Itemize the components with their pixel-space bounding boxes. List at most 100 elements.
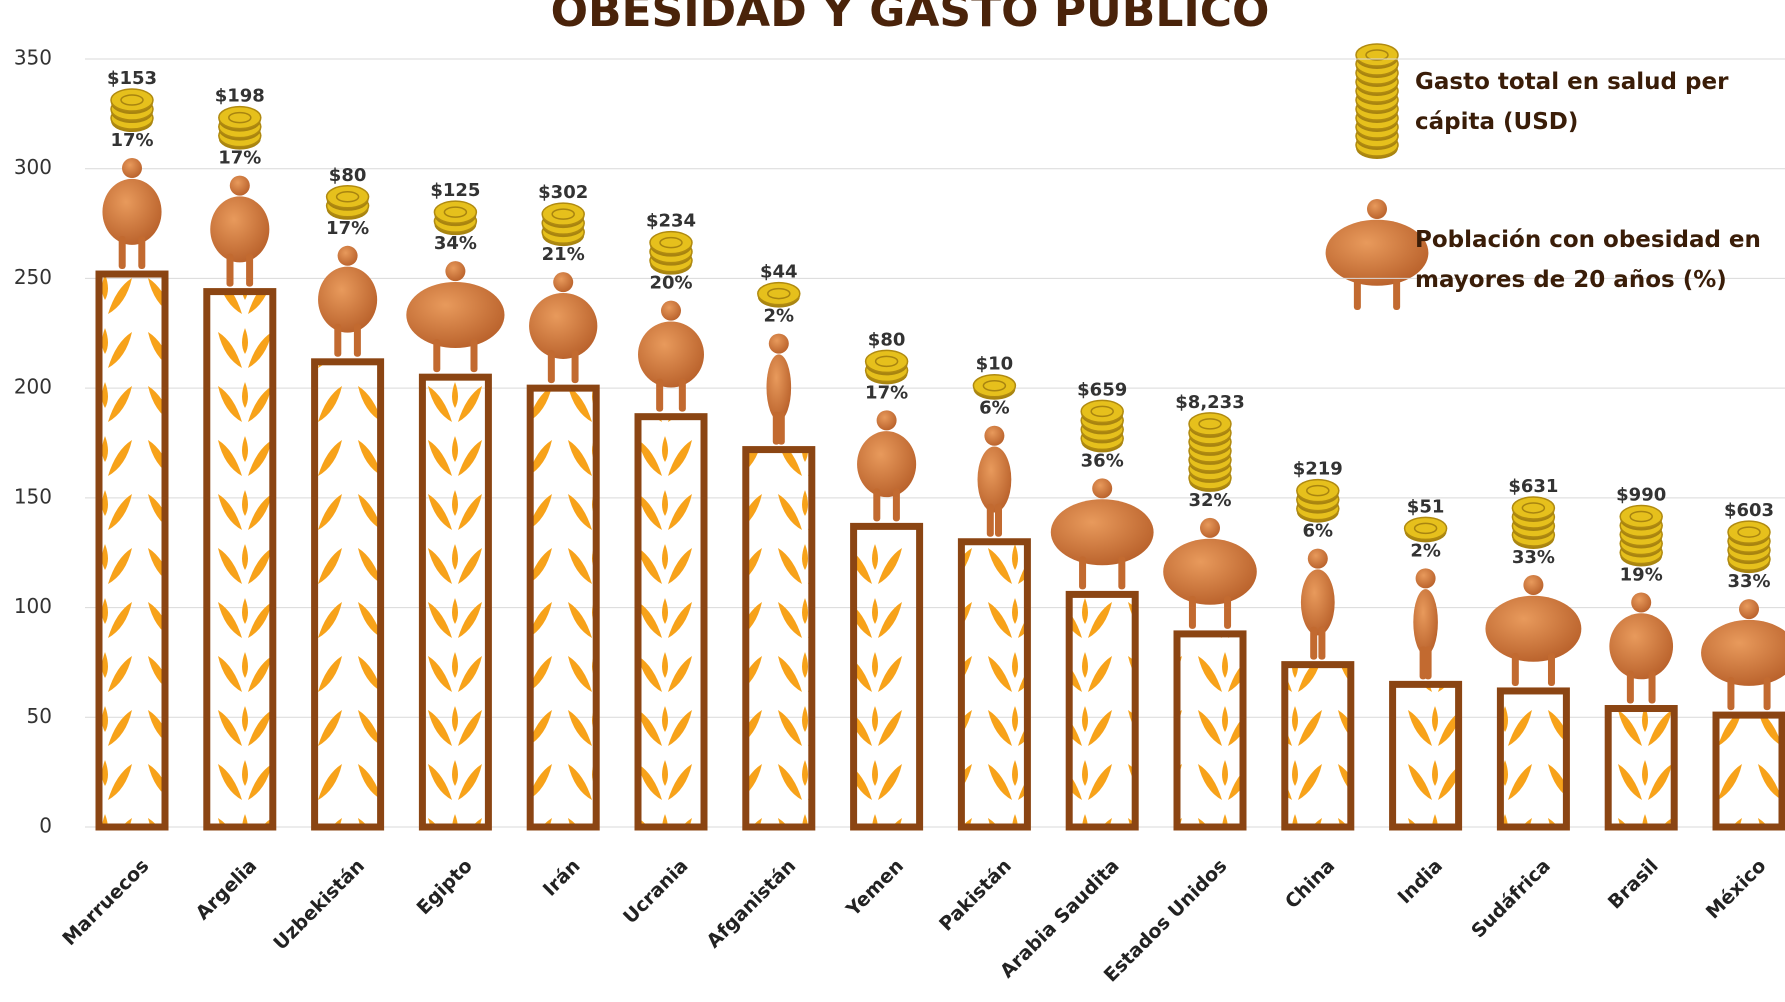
- coin-face: [228, 111, 252, 124]
- bar: [1173, 630, 1247, 831]
- person-leg: [678, 378, 686, 412]
- x-tick-label: Brasil: [1604, 855, 1663, 914]
- person-marker: [1413, 568, 1438, 680]
- coin-face: [767, 287, 791, 300]
- coin: [541, 202, 585, 226]
- bar: [1712, 711, 1785, 831]
- coin: [972, 373, 1017, 398]
- x-tick-label: México: [1702, 855, 1771, 924]
- person-marker: [318, 245, 378, 357]
- x-tick-label: Arabia Saudita: [996, 855, 1124, 983]
- x-tick-label: Marruecos: [58, 855, 153, 950]
- coin-stack: [1727, 520, 1771, 574]
- person-body: [638, 321, 704, 388]
- person-leg: [118, 236, 126, 270]
- bar: [1065, 590, 1139, 831]
- person-leg: [1547, 652, 1555, 686]
- person-leg: [1424, 646, 1432, 680]
- coin-stack: [972, 373, 1017, 400]
- obesity-label: 21%: [542, 244, 585, 265]
- x-tick-label: Argelia: [192, 855, 262, 925]
- coin-stack: [110, 88, 154, 133]
- person-head: [229, 175, 250, 196]
- coin: [110, 88, 154, 112]
- person-leg: [1079, 556, 1087, 590]
- coin: [433, 200, 478, 224]
- coin-stack-icon: [1355, 43, 1399, 159]
- person-leg: [1353, 277, 1361, 310]
- spending-label: $631: [1508, 476, 1558, 497]
- person-marker: [638, 300, 704, 412]
- bar: [418, 373, 492, 831]
- person-leg: [1626, 670, 1634, 704]
- coin-stack: [1080, 399, 1124, 453]
- bar: [742, 446, 816, 831]
- y-tick-label: 100: [14, 594, 52, 618]
- person-marker: [210, 175, 270, 287]
- x-tick-label: Egipto: [413, 855, 477, 919]
- person-body: [766, 354, 792, 421]
- person-body: [1485, 595, 1582, 662]
- person-body: [1609, 613, 1674, 680]
- obesity-label: 2%: [764, 306, 795, 327]
- legend-label: Gasto total en salud per cápita (USD): [1415, 69, 1729, 135]
- x-tick-label: Pakistán: [935, 855, 1016, 936]
- chart-title: OBESIDAD Y GASTO PÚBLICO: [551, 0, 1270, 37]
- person-leg: [1393, 277, 1401, 310]
- bar: [850, 522, 924, 831]
- person-leg: [547, 350, 555, 384]
- obesity-label: 20%: [649, 273, 692, 294]
- coin-stack: [1403, 516, 1448, 543]
- person-leg: [1118, 556, 1126, 590]
- spending-label: $234: [646, 211, 696, 232]
- coin-stack: [649, 230, 693, 275]
- person-marker: [102, 158, 162, 270]
- coin-face: [1737, 526, 1761, 538]
- obesity-label: 36%: [1081, 450, 1124, 471]
- obesity-label: 17%: [218, 148, 261, 169]
- coin-face: [1198, 418, 1222, 430]
- person-leg: [246, 253, 254, 287]
- person-head: [661, 300, 681, 321]
- coin-face: [1090, 405, 1114, 418]
- person-marker: [766, 333, 792, 445]
- bar: [95, 270, 169, 831]
- coin-face: [1629, 510, 1653, 523]
- obesity-label: 6%: [1303, 521, 1334, 542]
- spending-label: $125: [430, 180, 480, 201]
- coin-face: [1413, 522, 1438, 535]
- legend-coins-icon: [1355, 43, 1399, 159]
- person-leg: [986, 503, 994, 537]
- coin-stack: [1296, 478, 1340, 523]
- bar: [957, 538, 1031, 831]
- coin-stack: [1619, 504, 1663, 567]
- coin-face: [443, 206, 468, 218]
- person-marker: [1050, 478, 1154, 590]
- person-body: [406, 281, 505, 348]
- person-body: [857, 431, 917, 498]
- x-tick-label: Sudáfrica: [1467, 855, 1555, 943]
- coin-face: [120, 94, 144, 106]
- x-tick-label: Ucrania: [619, 855, 692, 928]
- person-leg: [1511, 652, 1519, 686]
- person-head: [1739, 599, 1759, 620]
- spending-label: $659: [1077, 379, 1127, 400]
- person-leg: [571, 350, 579, 384]
- x-tick-label: Afganistán: [703, 855, 801, 953]
- person-body: [1163, 538, 1257, 605]
- coin: [1403, 516, 1448, 541]
- coin: [864, 349, 909, 374]
- person-body: [1413, 589, 1438, 656]
- person-head: [1631, 592, 1652, 613]
- person-body: [977, 446, 1012, 513]
- person-leg: [873, 488, 881, 522]
- spending-label: $603: [1724, 500, 1774, 521]
- coin-face: [982, 379, 1007, 392]
- person-marker: [1485, 574, 1582, 686]
- person-icon: [1325, 199, 1429, 310]
- person-head: [1415, 568, 1436, 589]
- coin-face: [551, 208, 575, 220]
- person-leg: [470, 339, 478, 373]
- person-leg: [138, 236, 146, 270]
